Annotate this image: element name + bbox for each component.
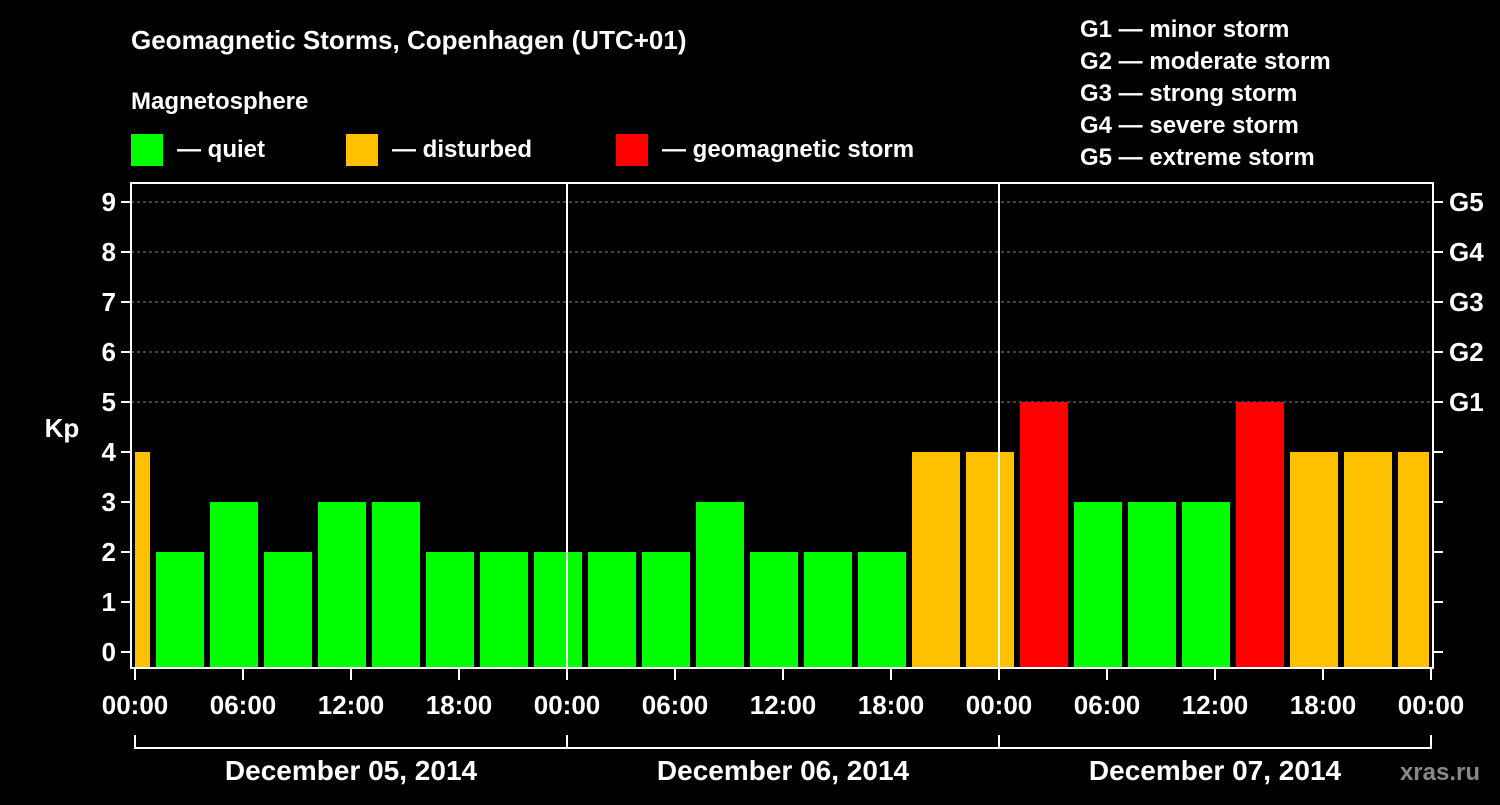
storm-scale-legend: G1 — minor storm G2 — moderate storm G3 — …: [1080, 16, 1331, 171]
kp-bar: [534, 552, 582, 668]
legend-label: — disturbed: [392, 136, 532, 163]
kp-bar: [642, 552, 690, 668]
day-label: December 07, 2014: [1089, 755, 1342, 786]
storm-scale-item: G4 — severe storm: [1080, 112, 1299, 139]
legend-swatch: [616, 134, 648, 166]
legend-swatch: [131, 134, 163, 166]
bars: [135, 402, 1429, 668]
kp-bar: [426, 552, 474, 668]
legend-label: — quiet: [177, 136, 265, 163]
x-tick-label: 12:00: [1182, 690, 1249, 720]
chart-title: Geomagnetic Storms, Copenhagen (UTC+01): [131, 25, 686, 55]
kp-bar: [1182, 502, 1230, 668]
y-tick-label: 1: [102, 587, 116, 617]
right-tick-label: G3: [1449, 287, 1484, 317]
x-tick-label: 06:00: [1074, 690, 1141, 720]
y-tick-label: 6: [102, 337, 116, 367]
kp-bar: [318, 502, 366, 668]
x-tick-label: 00:00: [102, 690, 169, 720]
kp-bar: [480, 552, 528, 668]
x-tick-label: 18:00: [1290, 690, 1357, 720]
y-tick-label: 9: [102, 187, 116, 217]
kp-bar: [750, 552, 798, 668]
legend: — quiet — disturbed — geomagnetic storm: [131, 134, 914, 166]
x-tick-label: 18:00: [858, 690, 925, 720]
y-tick-label: 5: [102, 387, 116, 417]
legend-label: — geomagnetic storm: [662, 136, 914, 163]
kp-bar: [1020, 402, 1068, 668]
kp-bar: [1128, 502, 1176, 668]
kp-bar: [1398, 452, 1429, 668]
day-label: December 06, 2014: [657, 755, 910, 786]
kp-bar: [912, 452, 960, 668]
storm-scale-item: G2 — moderate storm: [1080, 48, 1331, 75]
kp-bar: [696, 502, 744, 668]
x-tick-label: 00:00: [966, 690, 1033, 720]
kp-bar: [804, 552, 852, 668]
kp-bar: [372, 502, 420, 668]
kp-bar: [858, 552, 906, 668]
x-tick-label: 00:00: [534, 690, 601, 720]
kp-bar: [1344, 452, 1392, 668]
legend-swatch: [346, 134, 378, 166]
y-tick-label: 8: [102, 237, 116, 267]
kp-bar: [966, 452, 1014, 668]
axes: 0 1 2 3 4 5 6 7 8 9 G1 G2 G3 G4 G5 00:00 06:00 12:00 18:00…: [102, 183, 1484, 786]
grid: [131, 201, 1433, 403]
x-tick-label: 06:00: [210, 690, 277, 720]
x-tick-label: 12:00: [750, 690, 817, 720]
y-tick-label: 2: [102, 537, 116, 567]
kp-bar: [264, 552, 312, 668]
kp-bar: [135, 452, 150, 668]
x-tick-label: 00:00: [1398, 690, 1465, 720]
x-tick-label: 12:00: [318, 690, 385, 720]
watermark: xras.ru: [1400, 759, 1480, 786]
y-tick-label: 3: [102, 487, 116, 517]
x-tick-label: 18:00: [426, 690, 493, 720]
right-tick-label: G5: [1449, 187, 1484, 217]
right-tick-label: G1: [1449, 387, 1484, 417]
storm-scale-item: G5 — extreme storm: [1080, 144, 1315, 171]
x-tick-label: 06:00: [642, 690, 709, 720]
day-label: December 05, 2014: [225, 755, 478, 786]
kp-bar: [1290, 452, 1338, 668]
kp-bar: [1236, 402, 1284, 668]
kp-bar: [1074, 502, 1122, 668]
storm-scale-item: G3 — strong storm: [1080, 80, 1297, 107]
right-tick-label: G2: [1449, 337, 1484, 367]
y-tick-label: 4: [102, 437, 117, 467]
y-tick-label: 0: [102, 637, 116, 667]
kp-bar: [156, 552, 204, 668]
right-tick-label: G4: [1449, 237, 1484, 267]
storm-scale-item: G1 — minor storm: [1080, 16, 1289, 43]
y-axis-label: Kp: [45, 413, 80, 443]
kp-bar: [588, 552, 636, 668]
y-tick-label: 7: [102, 287, 116, 317]
legend-title: Magnetosphere: [131, 88, 308, 115]
kp-bar: [210, 502, 258, 668]
